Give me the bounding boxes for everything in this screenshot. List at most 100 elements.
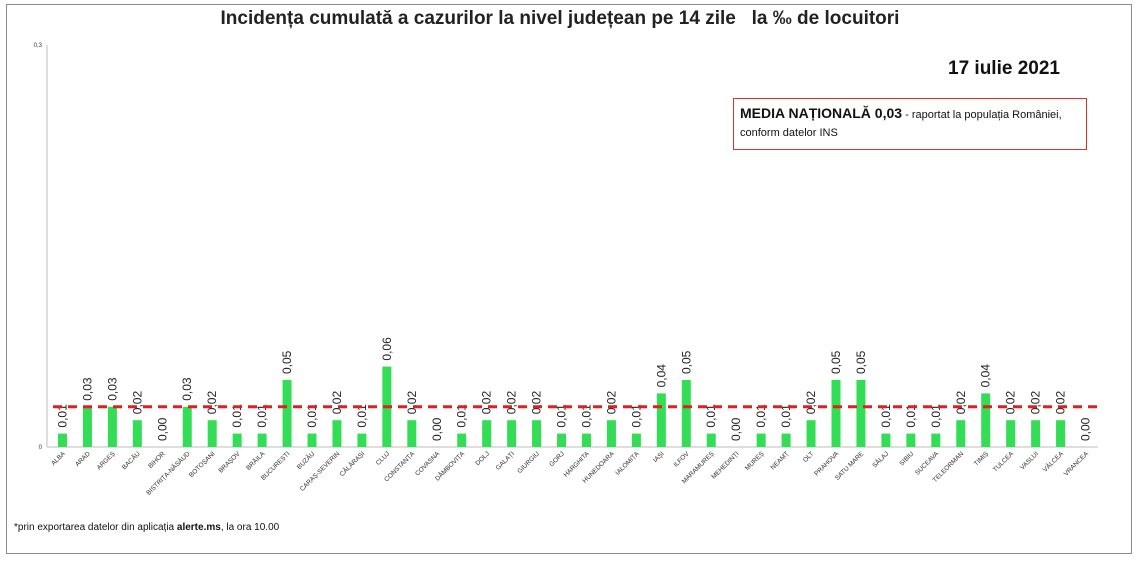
bar: [856, 380, 866, 447]
value-label: 0,01: [230, 404, 244, 428]
value-label: 0,01: [929, 404, 943, 428]
value-label: 0,01: [455, 404, 469, 428]
value-label: 0,02: [505, 391, 519, 415]
bar: [781, 433, 791, 447]
bar: [706, 433, 716, 447]
value-label: 0,01: [355, 404, 369, 428]
category-label: BUZĂU: [294, 449, 316, 471]
bar: [182, 406, 192, 447]
value-label: 0,02: [405, 391, 419, 415]
category-label: MUREȘ: [744, 450, 766, 472]
value-label: 0,01: [55, 404, 69, 428]
category-label: VÂLCEA: [1040, 449, 1065, 474]
bar: [631, 433, 641, 447]
category-label: VRANCEA: [1063, 450, 1091, 478]
value-label: 0,02: [330, 391, 344, 415]
category-label: IAȘI: [652, 450, 666, 464]
value-label: 0,03: [180, 377, 194, 401]
bar: [681, 380, 691, 447]
value-label: 0,01: [629, 404, 643, 428]
category-label: GALAȚI: [495, 450, 516, 471]
bar: [407, 420, 417, 447]
value-label: 0,02: [480, 391, 494, 415]
value-label: 0,01: [704, 404, 718, 428]
bar: [956, 420, 966, 447]
bar: [557, 433, 567, 447]
value-label: 0,00: [1079, 417, 1093, 441]
value-label: 0,05: [854, 350, 868, 374]
category-label: ARAD: [74, 450, 92, 468]
value-label: 0,05: [829, 350, 843, 374]
bar: [906, 433, 916, 447]
chart-frame: [6, 4, 1132, 554]
category-label: BIHOR: [147, 450, 167, 470]
bar: [357, 433, 367, 447]
value-label: 0,00: [155, 417, 169, 441]
value-label: 0,02: [604, 391, 618, 415]
category-label: TULCEA: [992, 450, 1016, 474]
value-label: 0,01: [555, 404, 569, 428]
category-label: ILFOV: [672, 450, 691, 469]
bar: [756, 433, 766, 447]
category-label: CĂLĂRAȘI: [337, 449, 366, 478]
value-label: 0,01: [754, 404, 768, 428]
category-label: GORJ: [548, 450, 566, 468]
bar: [656, 393, 666, 447]
value-label: 0,01: [904, 404, 918, 428]
category-label: ARGEȘ: [96, 450, 118, 472]
category-label: ALBA: [50, 450, 67, 467]
value-label: 0,01: [305, 404, 319, 428]
bar: [257, 433, 267, 447]
bar: [806, 420, 816, 447]
value-label: 0,04: [654, 364, 668, 388]
footnote-source: alerte.ms: [176, 522, 221, 533]
value-label: 0,01: [779, 404, 793, 428]
category-label: IALOMIȚA: [614, 450, 641, 477]
value-label: 0,01: [579, 404, 593, 428]
value-label: 0,03: [105, 377, 119, 401]
value-label: 0,02: [130, 391, 144, 415]
bar: [981, 393, 991, 447]
y-tick-label: 0: [39, 445, 43, 451]
value-label: 0,02: [1054, 391, 1068, 415]
bar: [207, 420, 217, 447]
bar: [107, 406, 117, 447]
value-label: 0,05: [679, 350, 693, 374]
bar: [1006, 420, 1016, 447]
category-label: GIURGIU: [516, 450, 541, 475]
category-label: BOTOȘANI: [188, 450, 217, 479]
chart-title: Incidența cumulată a cazurilor la nivel …: [220, 8, 900, 29]
chart-date: 17 iulie 2021: [948, 58, 1060, 79]
value-label: 0,06: [380, 337, 394, 361]
value-label: 0,02: [1004, 391, 1018, 415]
bar: [332, 420, 342, 447]
category-label: SIBIU: [898, 450, 915, 467]
bar: [1031, 420, 1041, 447]
value-label: 0,02: [530, 391, 544, 415]
bar: [307, 433, 317, 447]
footnote-suffix: , la ora 10.00: [220, 522, 280, 533]
value-label: 0,01: [255, 404, 269, 428]
category-label: CLUJ: [375, 450, 391, 466]
category-label: TIMIȘ: [973, 450, 991, 468]
category-label: BACĂU: [120, 449, 142, 471]
bar: [1056, 420, 1066, 447]
value-label: 0,03: [80, 377, 94, 401]
bar: [606, 420, 616, 447]
value-label: 0,05: [280, 350, 294, 374]
value-label: 0,04: [979, 364, 993, 388]
footnote: *prin exportarea datelor din aplicația a…: [14, 522, 279, 533]
value-label: 0,02: [804, 391, 818, 415]
bar: [132, 420, 142, 447]
category-label: NEAMȚ: [769, 450, 790, 471]
footnote-prefix: *prin exportarea datelor din aplicația: [14, 522, 177, 533]
y-tick-label: 0,3: [34, 43, 43, 49]
bar: [482, 420, 492, 447]
bar: [57, 433, 67, 447]
value-label: 0,01: [879, 404, 893, 428]
national-average-value: MEDIA NAȚIONALĂ 0,03: [740, 105, 903, 121]
category-label: DOLJ: [474, 450, 491, 467]
category-label: VASLUI: [1019, 450, 1040, 471]
value-label: 0,02: [1029, 391, 1043, 415]
